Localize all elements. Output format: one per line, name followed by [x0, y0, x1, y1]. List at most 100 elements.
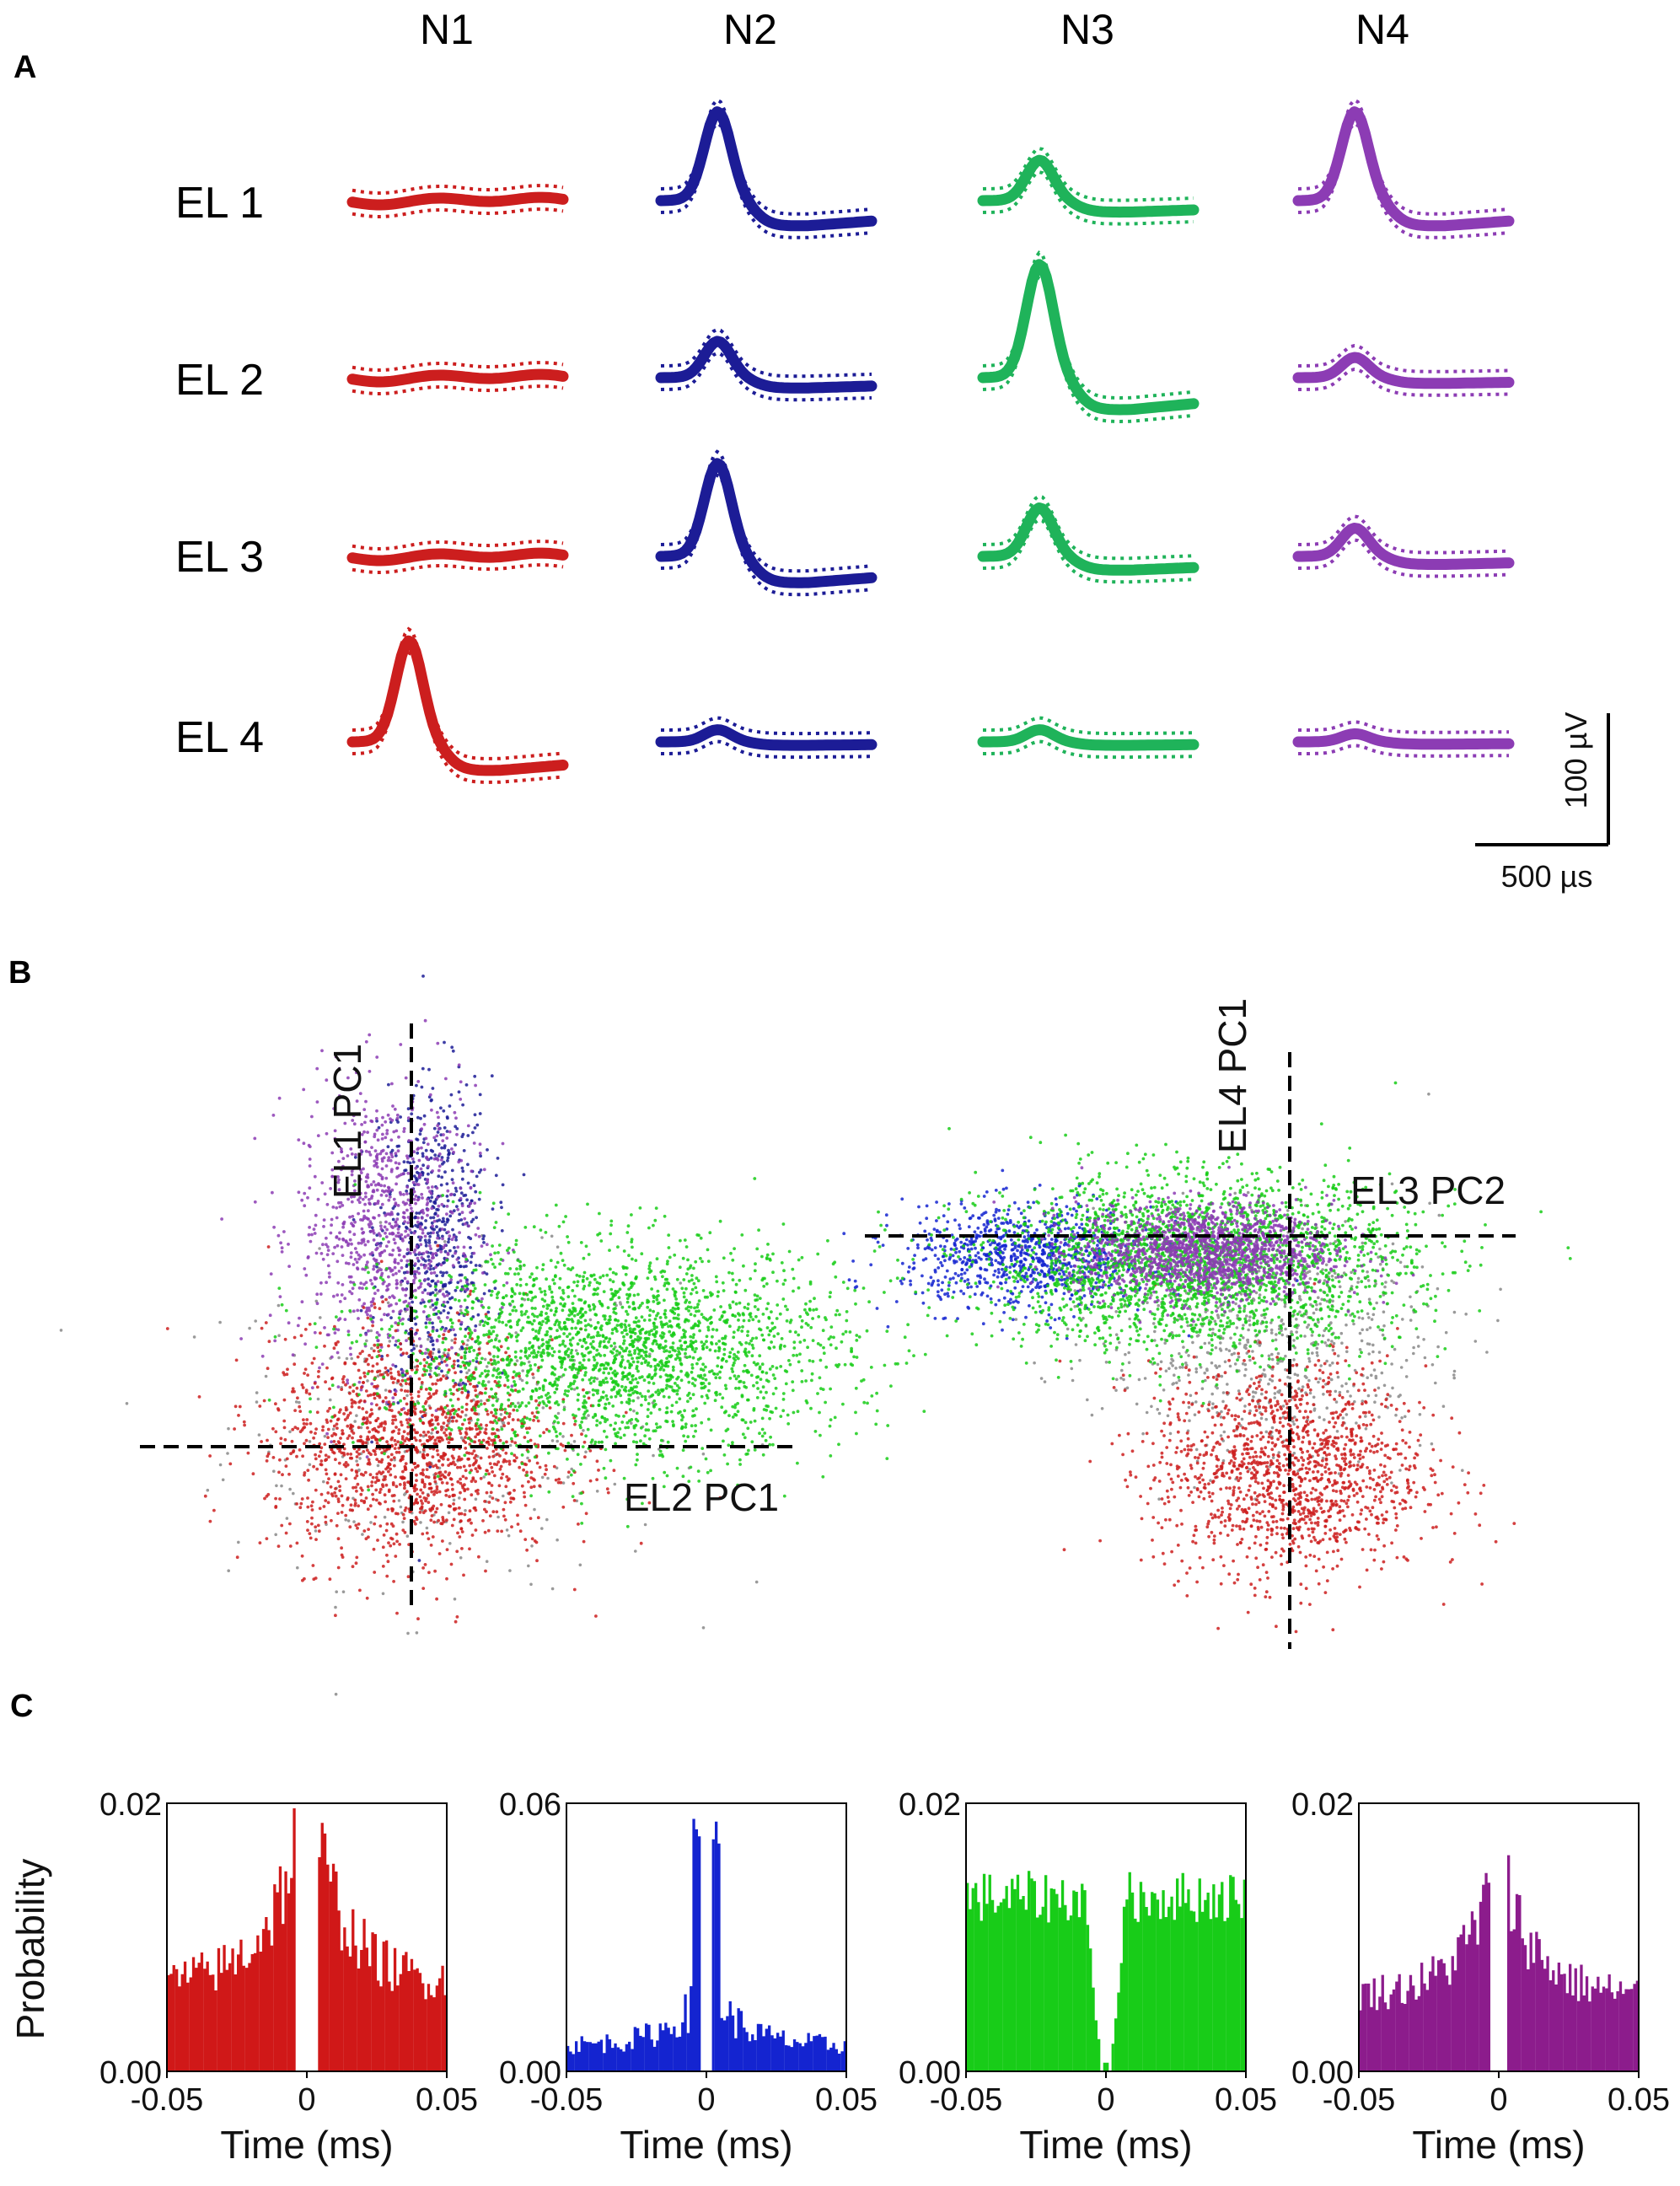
scatter-point: [634, 1320, 638, 1324]
scatter-point: [356, 1308, 360, 1313]
scatter-point: [598, 1211, 601, 1216]
scatter-point: [447, 1441, 451, 1444]
scatter-point: [684, 1426, 688, 1429]
scatter-point: [682, 1278, 686, 1281]
scatter-point: [387, 1275, 390, 1279]
scatter-point: [406, 1198, 411, 1202]
scatter-point: [559, 1302, 562, 1306]
scatter-point: [346, 1424, 350, 1428]
scatter-point: [335, 1260, 340, 1264]
scatter-point: [573, 1419, 577, 1423]
scatter-point: [402, 1300, 406, 1304]
scatter-point: [760, 1434, 765, 1438]
scatter-point: [373, 1480, 378, 1485]
scatter-point: [298, 1410, 303, 1413]
scatter-point: [407, 1302, 411, 1306]
scatter-point: [306, 1256, 310, 1260]
scatter-point: [693, 1383, 697, 1388]
waveform-upper-bound: [660, 98, 872, 216]
scatter-point: [765, 1253, 770, 1257]
scatter-point: [358, 1376, 362, 1380]
scatter-point: [459, 1370, 463, 1373]
scatter-point: [413, 1288, 417, 1292]
scatter-point: [718, 1393, 722, 1396]
scatter-point: [712, 1372, 717, 1376]
scatter-point: [584, 1244, 588, 1249]
scatter-point: [474, 1385, 477, 1388]
scatter-point: [429, 1231, 432, 1235]
scatter-point: [428, 1199, 432, 1203]
scatter-point: [356, 1526, 359, 1530]
scatter-point: [399, 1421, 403, 1424]
scatter-point: [580, 1522, 584, 1525]
scatter-point: [308, 1323, 312, 1326]
scatter-point: [319, 1463, 324, 1467]
scatter-point: [361, 1407, 365, 1410]
scatter-point: [611, 1405, 615, 1408]
scatter-point: [475, 1123, 480, 1127]
scatter-point: [433, 1415, 437, 1419]
scatter-point: [397, 1372, 401, 1377]
scatter-point: [255, 1391, 259, 1394]
waveform-upper-bound: [661, 716, 872, 736]
scatter-point: [423, 1238, 427, 1243]
scatter-point: [352, 1233, 357, 1237]
scatter-point: [387, 1198, 391, 1202]
scatter-point: [747, 1319, 751, 1323]
scatter-point: [680, 1347, 684, 1351]
scatter-point: [314, 1427, 318, 1431]
scatter-point: [467, 1417, 471, 1421]
scatter-point: [375, 1441, 379, 1445]
scatter-point: [437, 1204, 441, 1208]
scatter-point: [431, 1382, 435, 1386]
scatter-point: [467, 1421, 471, 1425]
scatter-point: [413, 1262, 417, 1266]
scatter-point: [439, 1327, 443, 1331]
scatter-point: [708, 1348, 712, 1352]
scatter-point: [661, 1345, 664, 1350]
scatter-point: [733, 1374, 737, 1378]
scatter-point: [370, 1226, 374, 1230]
scatter-point: [497, 1243, 502, 1247]
scatter-point: [355, 1474, 359, 1478]
scatter-point: [482, 1475, 486, 1479]
scatter-point: [505, 1363, 509, 1367]
scatter-point: [753, 1269, 757, 1273]
scatter-point: [316, 1375, 320, 1378]
scatter-point: [895, 1276, 899, 1281]
scatter-point: [510, 1384, 514, 1388]
scatter-point: [488, 1395, 491, 1399]
scatter-point: [572, 1499, 577, 1502]
scatter-point: [496, 1251, 500, 1254]
scatter-point: [566, 1240, 571, 1244]
scatter-point: [610, 1331, 615, 1335]
scatter-point: [416, 1364, 420, 1368]
scatter-point: [765, 1371, 769, 1375]
scatter-point: [385, 1129, 389, 1132]
scatter-point: [350, 1405, 354, 1409]
scatter-point: [683, 1238, 687, 1242]
scatter-point: [742, 1369, 745, 1373]
scatter-point: [667, 1246, 671, 1249]
scatter-point: [319, 1331, 322, 1335]
scatter-point: [346, 1496, 350, 1500]
scatter-point: [525, 1381, 529, 1385]
scatter-point: [693, 1350, 697, 1354]
scatter-point: [704, 1457, 708, 1461]
scatter-point: [383, 1313, 386, 1317]
scatter-point: [348, 1525, 352, 1529]
scatter-point: [362, 1167, 365, 1171]
scatter-point: [302, 1141, 306, 1146]
scatter-point: [350, 1169, 354, 1174]
scatter-point: [923, 1352, 927, 1356]
scatter-point: [456, 1480, 460, 1484]
scatter-point: [416, 1266, 421, 1270]
scatter-point: [220, 1217, 223, 1221]
scatter-point: [400, 1233, 404, 1237]
scatter-point: [469, 1201, 473, 1206]
scatter-point: [276, 1544, 281, 1548]
scatter-point: [349, 1255, 353, 1260]
scatter-point: [235, 1555, 239, 1560]
scatter-point: [392, 1238, 396, 1242]
scatter-point: [418, 1235, 422, 1239]
